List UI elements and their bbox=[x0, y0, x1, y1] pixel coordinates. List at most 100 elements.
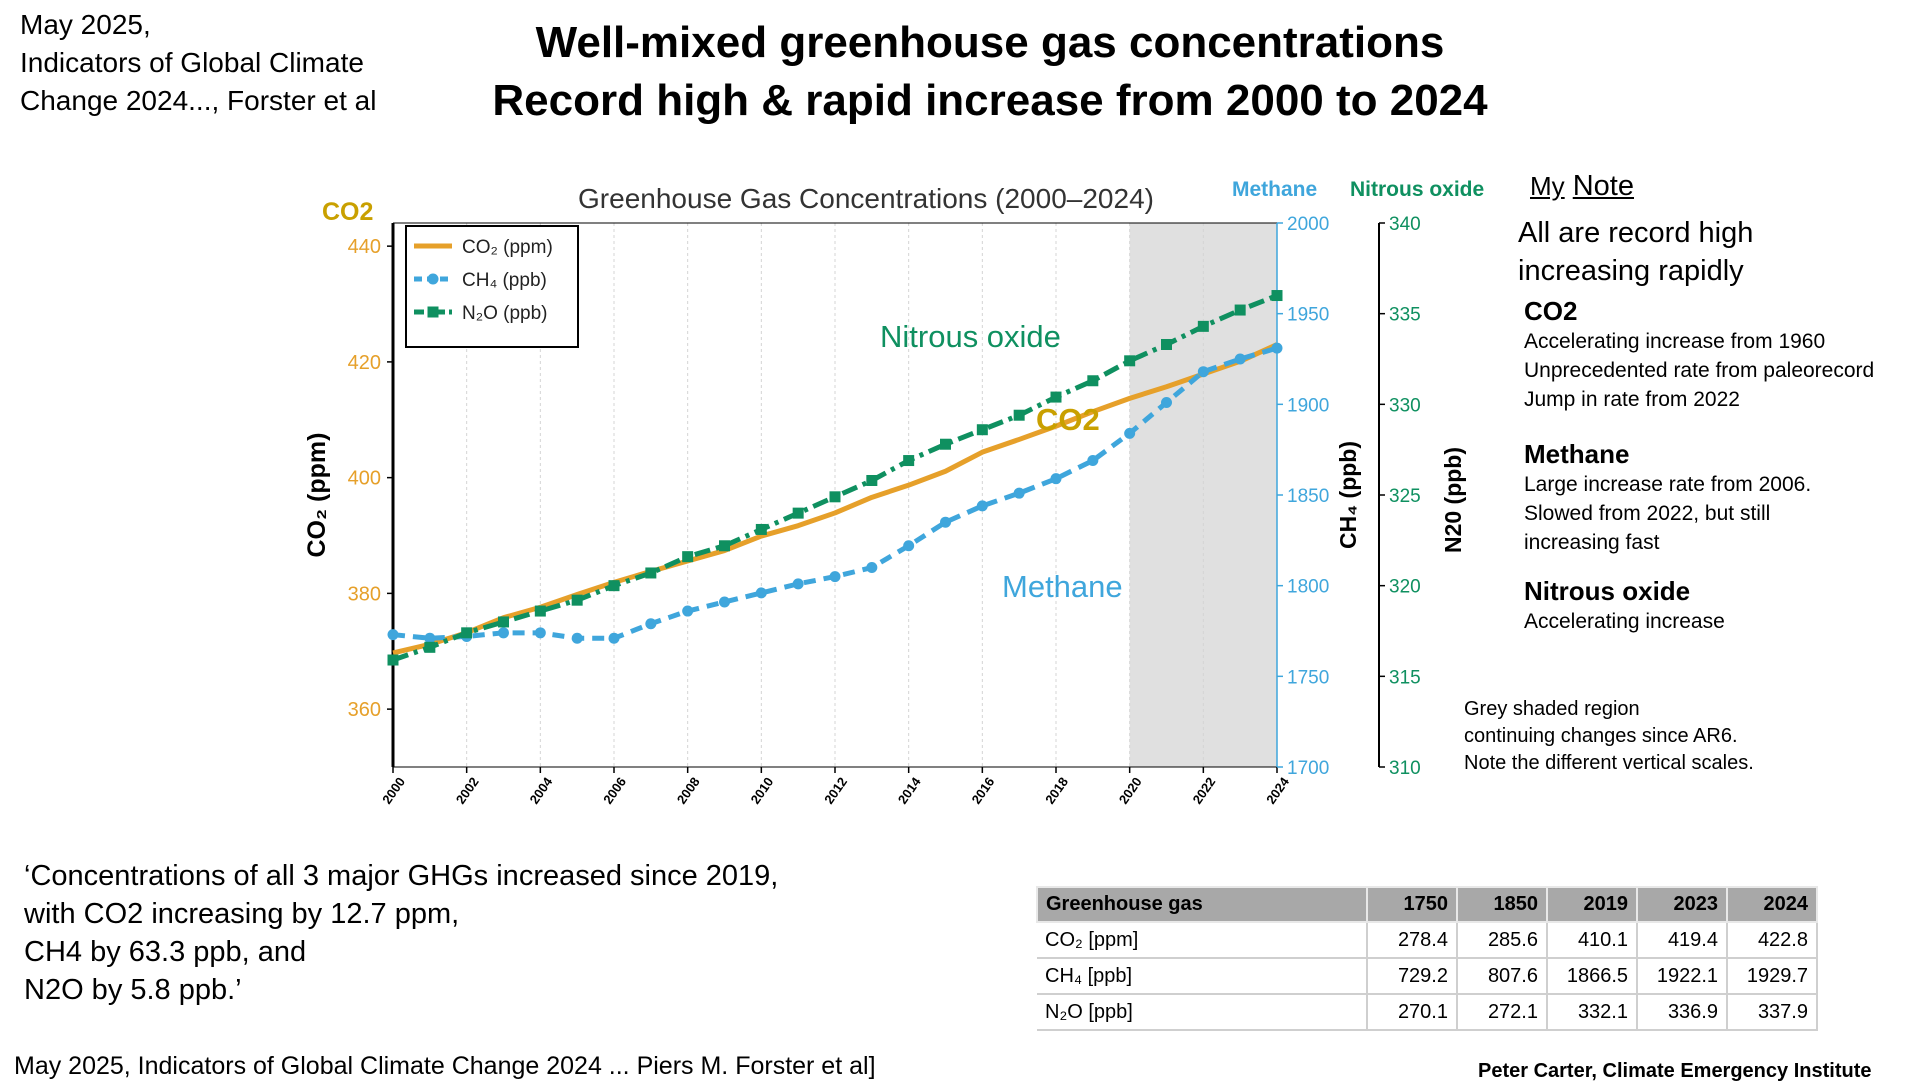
quote-line: N2O by 5.8 ppb.’ bbox=[24, 974, 242, 1006]
note-intro-line: increasing rapidly bbox=[1518, 255, 1744, 287]
table-header: 2019 bbox=[1546, 886, 1638, 923]
table-header: Greenhouse gas bbox=[1036, 886, 1368, 923]
x-tick-label: 2010 bbox=[748, 774, 777, 806]
table-row: N₂O [ppb] 270.1 272.1 332.1 336.9 337.9 bbox=[1037, 994, 1818, 1031]
n2o-data-point bbox=[792, 507, 804, 519]
ch4-data-point bbox=[498, 627, 509, 639]
table-header-row: Greenhouse gas 1750 1850 2019 2023 2024 bbox=[1036, 886, 1818, 923]
n2o-tick-label: 330 bbox=[1389, 395, 1421, 416]
ch4-data-point bbox=[424, 632, 436, 644]
grey-note-line: Grey shaded region bbox=[1464, 698, 1640, 720]
x-tick-label: 2006 bbox=[600, 774, 629, 806]
n2o-data-point bbox=[1161, 338, 1172, 350]
ch4-tick-label: 1900 bbox=[1287, 395, 1329, 416]
table-header: 2023 bbox=[1636, 886, 1728, 923]
ch4-tick-label: 1850 bbox=[1287, 486, 1329, 507]
note-heading-prefix: My bbox=[1530, 171, 1565, 201]
x-tick-label: 2016 bbox=[969, 774, 998, 806]
ch4-data-point bbox=[1124, 427, 1136, 439]
note-line: Accelerating increase bbox=[1524, 610, 1725, 633]
co2-axis-label: CO₂ (ppm) bbox=[303, 433, 331, 558]
x-tick-label: 2018 bbox=[1042, 774, 1071, 806]
n2o-data-point bbox=[1234, 304, 1246, 316]
ch4-data-point bbox=[534, 627, 546, 639]
table-cell: 807.6 bbox=[1457, 958, 1548, 995]
n2o-tick-label: 335 bbox=[1389, 305, 1421, 326]
ch4-data-point bbox=[829, 571, 841, 583]
table-cell: 278.4 bbox=[1367, 922, 1458, 959]
ch4-tick-label: 1950 bbox=[1287, 305, 1329, 326]
ch4-tick-label: 1800 bbox=[1287, 577, 1329, 598]
n2o-data-point bbox=[645, 567, 657, 579]
table-cell: 422.8 bbox=[1727, 922, 1818, 959]
n2o-data-point bbox=[424, 641, 436, 653]
x-tick-label: 2022 bbox=[1190, 774, 1219, 806]
x-tick-label: 2004 bbox=[527, 774, 556, 807]
grey-region-note: Grey shaded region continuing changes si… bbox=[1464, 696, 1754, 777]
note-section-title: CO2 bbox=[1524, 296, 1578, 326]
n2o-data-point bbox=[866, 474, 878, 486]
n2o-data-point bbox=[1271, 290, 1283, 302]
ch4-tick-label: 2000 bbox=[1287, 214, 1329, 235]
note-heading: My Note bbox=[1530, 170, 1634, 203]
table-cell: 729.2 bbox=[1367, 958, 1458, 995]
ch4-data-point bbox=[755, 587, 767, 599]
ch4-data-point bbox=[976, 500, 988, 512]
n2o-tick-label: 310 bbox=[1389, 758, 1421, 779]
n2o-tick-label: 340 bbox=[1389, 214, 1421, 235]
table-row: CH₄ [ppb] 729.2 807.6 1866.5 1922.1 1929… bbox=[1037, 958, 1818, 995]
co2-tick-label: 420 bbox=[348, 352, 381, 374]
note-line: Accelerating increase from 1960 bbox=[1524, 330, 1826, 353]
table-row: CO₂ [ppm] 278.4 285.6 410.1 419.4 422.8 bbox=[1037, 922, 1818, 959]
note-line: Large increase rate from 2006. bbox=[1524, 473, 1812, 496]
x-tick-label: 2002 bbox=[453, 774, 482, 806]
n2o-data-point bbox=[755, 523, 767, 535]
co2-top-label: CO2 bbox=[322, 198, 373, 226]
grey-note-line: continuing changes since AR6. bbox=[1464, 725, 1738, 747]
table-header: 2024 bbox=[1726, 886, 1818, 923]
n2o-data-point bbox=[1197, 320, 1209, 332]
x-tick-label: 2014 bbox=[895, 774, 924, 807]
methane-annotation: Methane bbox=[1002, 569, 1123, 604]
table-cell: 1866.5 bbox=[1547, 958, 1638, 995]
n2o-data-point bbox=[829, 491, 841, 503]
report-quote: ‘Concentrations of all 3 major GHGs incr… bbox=[24, 857, 778, 1009]
legend-label-ch4: CH₄ (ppb) bbox=[462, 270, 547, 291]
n2o-data-point bbox=[1050, 391, 1062, 403]
table-cell: 272.1 bbox=[1457, 994, 1548, 1031]
n2o-tick-label: 320 bbox=[1389, 577, 1421, 598]
grey-note-line: Note the different vertical scales. bbox=[1464, 752, 1754, 774]
note-section-title: Methane bbox=[1524, 439, 1630, 469]
table-header: 1850 bbox=[1456, 886, 1548, 923]
n2o-data-point bbox=[498, 616, 509, 628]
ch4-data-point bbox=[645, 618, 657, 630]
nitrous-oxide-annotation: Nitrous oxide bbox=[880, 319, 1061, 354]
note-section-nitrous-oxide: Nitrous oxide Accelerating increase bbox=[1524, 576, 1725, 636]
ch4-data-point bbox=[1197, 366, 1209, 378]
note-section-title: Nitrous oxide bbox=[1524, 576, 1691, 606]
note-line: Jump in rate from 2022 bbox=[1524, 388, 1740, 411]
source-citation: May 2025, Indicators of Global Climate C… bbox=[20, 6, 376, 120]
table-cell: 410.1 bbox=[1547, 922, 1638, 959]
n2o-data-point bbox=[387, 654, 399, 666]
slide-title: Well-mixed greenhouse gas concentrations… bbox=[440, 14, 1540, 130]
ch4-data-point bbox=[608, 632, 620, 644]
ch4-data-point bbox=[903, 540, 915, 552]
n2o-axis-label: N20 (ppb) bbox=[1440, 447, 1466, 553]
quote-line: ‘Concentrations of all 3 major GHGs incr… bbox=[24, 860, 779, 892]
table-cell: 336.9 bbox=[1637, 994, 1728, 1031]
footer-citation: May 2025, Indicators of Global Climate C… bbox=[14, 1052, 876, 1080]
ch4-data-point bbox=[1050, 473, 1062, 485]
ch4-data-point bbox=[1161, 397, 1172, 409]
legend-marker-ch4 bbox=[427, 273, 439, 285]
table-cell: 1929.7 bbox=[1727, 958, 1818, 995]
table-cell: 337.9 bbox=[1727, 994, 1818, 1031]
note-line: Unprecedented rate from paleorecord bbox=[1524, 359, 1875, 382]
note-line: increasing fast bbox=[1524, 531, 1660, 554]
n2o-data-point bbox=[1087, 375, 1099, 387]
ch4-data-point bbox=[1013, 487, 1025, 499]
n2o-data-point bbox=[682, 551, 694, 563]
n2o-data-point bbox=[534, 605, 546, 617]
n2o-tick-label: 315 bbox=[1389, 667, 1421, 688]
n2o-data-point bbox=[719, 540, 730, 552]
